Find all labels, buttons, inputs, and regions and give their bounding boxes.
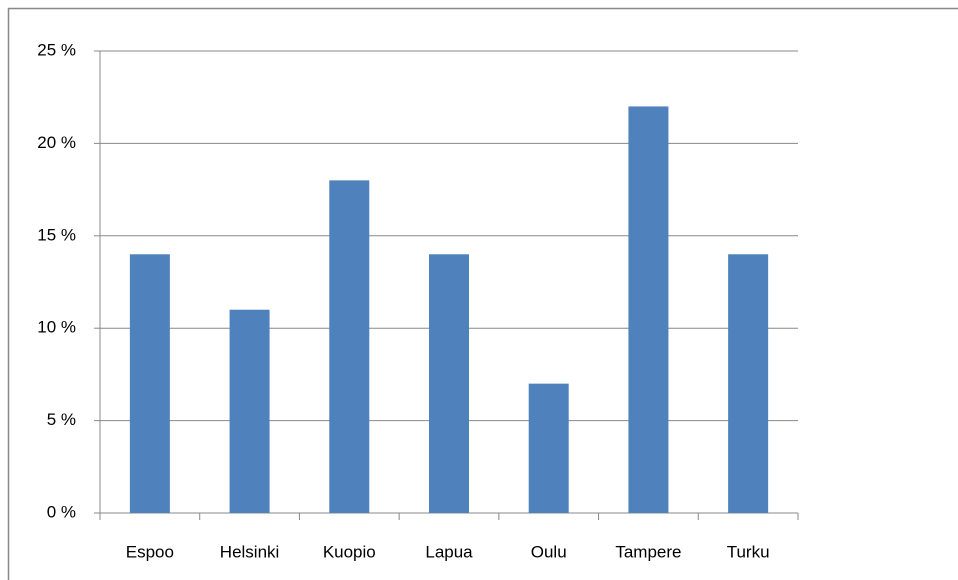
x-tick-label: Helsinki <box>220 542 280 561</box>
bar <box>229 309 270 513</box>
y-tick-label: 10 % <box>37 318 76 337</box>
bar <box>429 254 469 513</box>
bar <box>129 254 170 513</box>
x-tick-label: Turku <box>727 542 770 561</box>
bar <box>329 180 370 514</box>
y-tick-label: 25 % <box>37 40 76 59</box>
bar <box>728 254 769 513</box>
y-tick-label: 0 % <box>47 502 76 521</box>
x-tick-label: Oulu <box>531 542 567 561</box>
y-tick-label: 5 % <box>47 410 76 429</box>
y-tick-label: 15 % <box>37 225 76 244</box>
x-tick-label: Tampere <box>615 542 681 561</box>
bar <box>528 383 569 513</box>
x-tick-label: Espoo <box>126 542 174 561</box>
x-tick-label: Kuopio <box>323 542 376 561</box>
y-tick-label: 20 % <box>37 133 76 152</box>
x-tick-label: Lapua <box>425 542 473 561</box>
bar <box>628 106 669 513</box>
